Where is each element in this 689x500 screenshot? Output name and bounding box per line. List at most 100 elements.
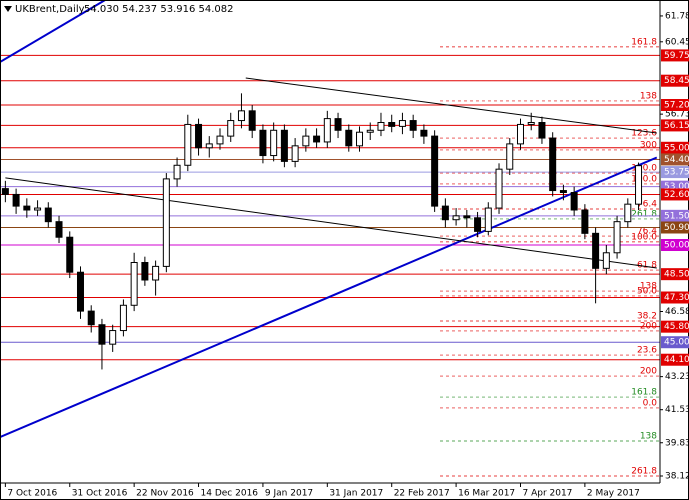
- level-label-box: [661, 239, 689, 251]
- level-label-box: [661, 119, 689, 132]
- candle-body: [216, 135, 224, 145]
- candle-body: [34, 207, 42, 211]
- level-label-box: [661, 291, 689, 304]
- y-tick-label: 61.78: [665, 11, 689, 21]
- candle-body: [484, 207, 492, 232]
- fib-label: 38.2: [637, 312, 657, 322]
- fib-label: 261.8: [631, 467, 657, 477]
- candle-body: [195, 123, 203, 149]
- fib-label: 161.8: [631, 388, 657, 398]
- level-label: 48.50: [664, 270, 689, 280]
- candle-body: [527, 122, 535, 125]
- candle-body: [280, 129, 288, 162]
- candle-body: [452, 215, 460, 221]
- fib-label: 61.8: [637, 261, 657, 271]
- candle-body: [345, 129, 353, 147]
- level-label-box: [661, 166, 689, 179]
- candle-body: [624, 203, 632, 223]
- level-label: 57.20: [664, 101, 689, 111]
- x-tick-label: 16 Mar 2017: [458, 489, 515, 499]
- candle-body: [409, 120, 417, 131]
- level-label-box: [661, 268, 689, 281]
- candle-body: [173, 164, 181, 180]
- candle-body: [23, 205, 31, 211]
- level-label-box: [661, 209, 689, 222]
- candle-body: [334, 118, 342, 131]
- candle-body: [420, 129, 428, 137]
- level-label-box: [661, 320, 689, 333]
- fib-label: 261.8: [631, 209, 657, 219]
- level-label: 54.40: [664, 155, 689, 165]
- candle-body: [323, 118, 331, 143]
- trendline: [5, 177, 657, 269]
- level-label-box: [661, 49, 689, 62]
- level-label-box: [661, 141, 689, 154]
- candle-body: [377, 122, 385, 131]
- candle-body: [602, 252, 610, 269]
- candle-body: [87, 310, 95, 326]
- level-label-box: [661, 336, 689, 349]
- trendline: [0, 0, 106, 63]
- candle-body: [1, 188, 9, 195]
- x-tick-label: 31 Jan 2017: [329, 489, 383, 499]
- candle-body: [635, 165, 643, 205]
- candle-body: [270, 129, 278, 157]
- x-tick-label: 7 Apr 2017: [522, 489, 572, 499]
- candle-body: [538, 122, 546, 139]
- candle-body: [227, 120, 235, 137]
- candle-body: [44, 207, 52, 223]
- candle-body: [152, 265, 160, 281]
- level-label: 53.00: [664, 182, 689, 192]
- candle-body: [474, 217, 482, 232]
- candle-body: [302, 135, 310, 147]
- x-tick-label: 22 Feb 2017: [394, 489, 450, 499]
- fib-label: 138: [640, 91, 657, 101]
- y-tick-label: 43.23: [665, 372, 689, 382]
- fib-label: 0.0: [643, 398, 658, 408]
- level-label-box: [661, 153, 689, 166]
- candle-body: [366, 129, 374, 133]
- fib-label: 138: [640, 282, 657, 292]
- y-tick-label: 46.58: [665, 307, 689, 317]
- fib-label: 123.6: [631, 129, 657, 139]
- fib-label: 76.4: [637, 200, 657, 210]
- fib-label: 76.4: [637, 227, 657, 237]
- x-tick-label: 14 Dec 2016: [201, 489, 259, 499]
- fib-label: 100.0: [631, 174, 657, 184]
- level-label: 52.60: [664, 190, 689, 200]
- candle-body: [55, 221, 63, 238]
- level-label-box: [661, 99, 689, 111]
- candle-body: [516, 123, 524, 145]
- y-tick-label: 39.83: [665, 438, 689, 448]
- candle-body: [119, 304, 127, 332]
- level-label: 53.75: [664, 168, 689, 178]
- candle-body: [66, 236, 74, 273]
- plot-area: 161.8138123.6300100.0100.076.4261.876.41…: [0, 0, 660, 477]
- x-tick-label: 9 Jan 2017: [265, 489, 313, 499]
- candle-body: [237, 110, 245, 122]
- candle-body: [581, 209, 589, 234]
- level-label-box: [661, 353, 689, 366]
- symbol: UKBrent,Daily: [15, 4, 85, 15]
- candle-body: [613, 221, 621, 254]
- trendline: [0, 156, 658, 439]
- level-label: 47.30: [664, 293, 689, 303]
- level-label: 50.90: [664, 223, 689, 233]
- quote: 54.030 54.237 53.916 54.082: [84, 4, 234, 15]
- level-label: 44.10: [664, 355, 689, 365]
- level-label: 59.75: [664, 51, 689, 61]
- candle-body: [248, 110, 256, 131]
- fib-label: 50.0: [637, 286, 657, 296]
- fib-label: 23.6: [637, 346, 657, 356]
- candle-body: [12, 193, 20, 207]
- symbol-icon: [4, 6, 12, 12]
- level-label: 50.00: [664, 241, 689, 251]
- candle-body: [313, 135, 321, 143]
- candle-body: [205, 143, 213, 149]
- candle-body: [549, 137, 557, 192]
- candle-body: [162, 178, 170, 267]
- candle-body: [559, 190, 567, 194]
- candle-body: [98, 324, 106, 345]
- candle-body: [592, 232, 600, 269]
